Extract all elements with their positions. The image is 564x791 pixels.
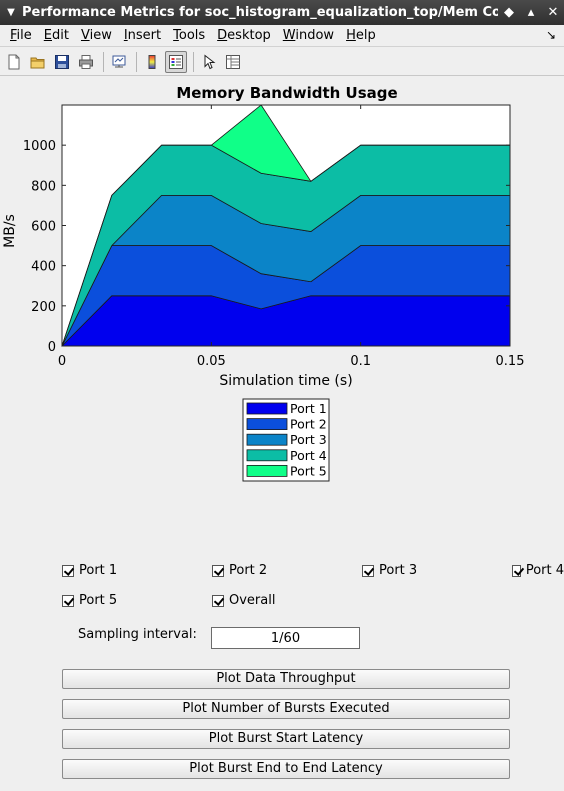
checkbox-overall-label: Overall xyxy=(229,593,276,608)
legend-entry: Port 2 xyxy=(290,417,327,432)
toolbar-separator xyxy=(103,51,104,72)
open-folder-icon[interactable] xyxy=(27,51,49,73)
axis-ticks xyxy=(61,105,511,347)
window-title: Performance Metrics for soc_histogram_eq… xyxy=(22,5,498,20)
maximize-icon[interactable]: ▴ xyxy=(527,5,535,20)
print-icon[interactable] xyxy=(75,51,97,73)
menu-edit[interactable]: Edit xyxy=(43,28,69,43)
close-icon[interactable]: ✕ xyxy=(547,5,559,20)
figure-area: Memory Bandwidth Usage 0 0.05 0.1 0.15 0 200… xyxy=(0,77,564,791)
x-tick-label: 0.1 xyxy=(350,354,371,369)
dock-arrow-icon[interactable]: ↘ xyxy=(545,28,556,42)
checkbox-port-1-label: Port 1 xyxy=(79,563,118,578)
plot-burst-end-to-end-latency-button[interactable]: Plot Burst End to End Latency xyxy=(62,759,510,779)
legend-icon[interactable] xyxy=(165,50,187,73)
legend-swatch xyxy=(246,402,288,415)
x-tick-label: 0 xyxy=(58,354,66,369)
legend-swatch xyxy=(246,433,288,446)
toolbar-separator xyxy=(136,51,137,72)
menu-bar: File Edit View Insert Tools Desktop Wind… xyxy=(0,25,564,47)
checkbox-overall[interactable]: Overall xyxy=(212,593,275,608)
y-axis-label: MB/s xyxy=(2,214,18,248)
window-titlebar: ▼ Performance Metrics for soc_histogram_… xyxy=(0,0,564,25)
menu-insert[interactable]: Insert xyxy=(123,28,162,43)
save-icon[interactable] xyxy=(51,51,73,73)
menu-view[interactable]: View xyxy=(80,28,112,43)
checkbox-port-5-box[interactable] xyxy=(62,594,74,607)
y-tick-label: 1000 xyxy=(23,139,56,154)
menu-desktop[interactable]: Desktop xyxy=(217,28,271,43)
x-axis-label: Simulation time (s) xyxy=(219,373,352,389)
area-series-port-5 xyxy=(61,104,510,347)
legend-swatch xyxy=(246,418,288,431)
legend-entry: Port 5 xyxy=(290,463,327,478)
colorbar-icon[interactable] xyxy=(141,51,163,73)
legend-entry: Port 3 xyxy=(290,432,327,447)
menu-help[interactable]: Help xyxy=(346,28,376,43)
figure-toolbar xyxy=(0,48,564,76)
x-tick-label: 0.15 xyxy=(496,354,525,369)
window-menu-icon[interactable]: ▼ xyxy=(7,7,15,18)
y-tick-label: 0 xyxy=(48,340,56,355)
area-series-port-1 xyxy=(61,295,511,347)
checkbox-port-4[interactable]: Port 4 xyxy=(512,563,564,578)
y-tick-label: 800 xyxy=(31,179,56,194)
checkbox-port-2[interactable]: Port 2 xyxy=(212,563,267,578)
checkbox-port-3-box[interactable] xyxy=(362,564,374,577)
checkbox-port-4-label: Port 4 xyxy=(525,563,564,578)
sampling-interval-label: Sampling interval: xyxy=(78,627,197,642)
memory-bandwidth-chart: Memory Bandwidth Usage 0 0.05 0.1 0.15 0 200… xyxy=(2,84,525,482)
checkbox-overall-box[interactable] xyxy=(212,594,224,607)
pointer-icon[interactable] xyxy=(198,51,220,73)
area-layers xyxy=(61,104,511,347)
legend-swatch xyxy=(246,449,288,462)
menu-tools[interactable]: Tools xyxy=(173,28,206,43)
checkbox-port-1-box[interactable] xyxy=(62,564,74,577)
minimize-icon[interactable]: ◆ xyxy=(504,5,514,20)
checkbox-port-3-label: Port 3 xyxy=(379,563,418,578)
legend-entry: Port 4 xyxy=(290,448,327,463)
checkbox-port-2-box[interactable] xyxy=(212,564,224,577)
y-tick-label: 600 xyxy=(31,220,56,235)
checkbox-port-2-label: Port 2 xyxy=(229,563,268,578)
legend-swatch xyxy=(246,464,288,477)
y-tick-labels: 0 200 400 600 800 1000 xyxy=(23,139,56,355)
checkbox-port-1[interactable]: Port 1 xyxy=(62,563,117,578)
y-tick-label: 400 xyxy=(31,260,56,275)
plot-data-throughput-button[interactable]: Plot Data Throughput xyxy=(62,669,510,689)
plot-bursts-executed-button[interactable]: Plot Number of Bursts Executed xyxy=(62,699,510,719)
property-inspector-icon[interactable] xyxy=(222,51,244,73)
checkbox-port-5[interactable]: Port 5 xyxy=(62,593,117,608)
plot-burst-start-latency-button[interactable]: Plot Burst Start Latency xyxy=(62,729,510,749)
new-file-icon[interactable] xyxy=(3,51,25,73)
link-plot-icon[interactable] xyxy=(108,51,130,73)
sampling-interval-input[interactable] xyxy=(211,627,360,649)
menu-window[interactable]: Window xyxy=(282,28,335,43)
x-tick-label: 0.05 xyxy=(197,354,226,369)
toolbar-separator xyxy=(193,51,194,72)
y-tick-label: 200 xyxy=(31,300,56,315)
checkbox-port-3[interactable]: Port 3 xyxy=(362,563,417,578)
chart-title: Memory Bandwidth Usage xyxy=(176,84,397,102)
x-tick-labels: 0 0.05 0.1 0.15 xyxy=(58,354,525,369)
menu-file[interactable]: File xyxy=(10,28,32,43)
checkbox-port-4-box[interactable] xyxy=(512,564,521,577)
legend-entry: Port 1 xyxy=(290,401,327,416)
checkbox-port-5-label: Port 5 xyxy=(79,593,118,608)
